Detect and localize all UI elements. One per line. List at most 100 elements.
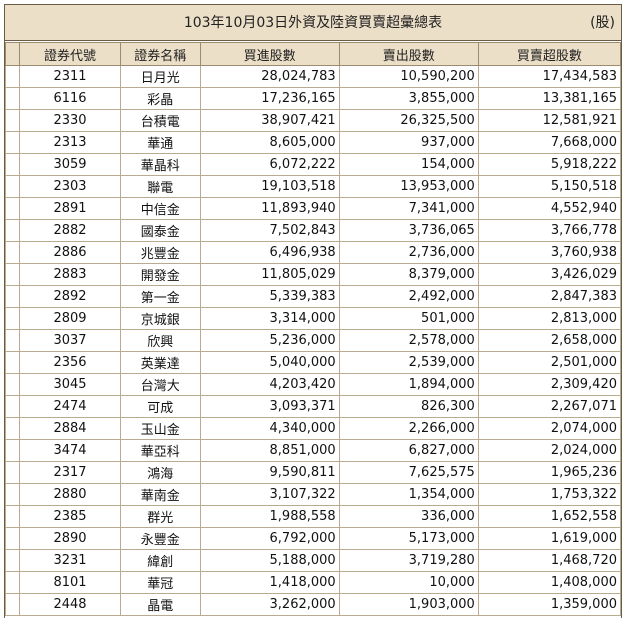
buy-shares-cell: 38,907,421 — [199, 109, 340, 132]
buy-shares-cell: 3,314,000 — [199, 307, 340, 330]
stock-code-cell: 6116 — [19, 87, 121, 110]
stock-name-cell: 兆豐金 — [119, 241, 201, 264]
stock-name-cell: 永豐金 — [119, 527, 201, 550]
table-row: 2311 日月光 28,024,783 10,590,200 17,434,583 — [4, 65, 622, 88]
table-row: 2890 永豐金 6,792,000 5,173,000 1,619,000 — [4, 527, 622, 550]
net-shares-cell: 2,309,420 — [477, 373, 622, 396]
stock-code-cell: 2330 — [19, 109, 121, 132]
stock-code-cell: 2317 — [19, 461, 121, 484]
buy-shares-cell: 8,605,000 — [199, 131, 340, 154]
sell-shares-cell: 1,894,000 — [338, 373, 479, 396]
stock-name-cell: 欣興 — [119, 329, 201, 352]
row-spacer — [4, 351, 21, 374]
stock-code-cell: 2880 — [19, 483, 121, 506]
buy-shares-cell: 6,792,000 — [199, 527, 340, 550]
table-row: 2313 華通 8,605,000 937,000 7,668,000 — [4, 131, 622, 154]
buy-shares-cell: 17,236,165 — [199, 87, 340, 110]
row-spacer — [4, 439, 21, 462]
net-shares-cell: 2,847,383 — [477, 285, 622, 308]
sell-shares-cell: 10,590,200 — [338, 65, 479, 88]
table-row: 3037 欣興 5,236,000 2,578,000 2,658,000 — [4, 329, 622, 352]
row-spacer — [4, 307, 21, 330]
stock-code-cell: 3474 — [19, 439, 121, 462]
row-spacer — [4, 241, 21, 264]
row-spacer — [4, 483, 21, 506]
net-shares-cell: 4,552,940 — [477, 197, 622, 220]
sell-shares-cell: 501,000 — [338, 307, 479, 330]
table-row: 2317 鴻海 9,590,811 7,625,575 1,965,236 — [4, 461, 622, 484]
header-net: 買賣超股數 — [477, 42, 622, 66]
sell-shares-cell: 1,354,000 — [338, 483, 479, 506]
row-spacer — [4, 87, 21, 110]
stock-code-cell: 3231 — [19, 549, 121, 572]
stock-code-cell: 2448 — [19, 593, 121, 616]
stock-code-cell: 2313 — [19, 131, 121, 154]
stock-name-cell: 第一金 — [119, 285, 201, 308]
sell-shares-cell: 6,827,000 — [338, 439, 479, 462]
stock-code-cell: 3037 — [19, 329, 121, 352]
foreign-investor-table: 證券代號 證券名稱 買進股數 賣出股數 買賣超股數 2311 日月光 28,024,… — [4, 42, 622, 616]
row-spacer — [4, 417, 21, 440]
stock-name-cell: 群光 — [119, 505, 201, 528]
net-shares-cell: 5,150,518 — [477, 175, 622, 198]
stock-code-cell: 2890 — [19, 527, 121, 550]
header-code: 證券代號 — [19, 42, 121, 66]
table-row: 2882 國泰金 7,502,843 3,736,065 3,766,778 — [4, 219, 622, 242]
stock-code-cell: 2385 — [19, 505, 121, 528]
stock-name-cell: 國泰金 — [119, 219, 201, 242]
unit-label: (股) — [590, 15, 615, 31]
sell-shares-cell: 7,625,575 — [338, 461, 479, 484]
stock-name-cell: 台積電 — [119, 109, 201, 132]
report-title: 103年10月03日外資及陸資買賣超彙總表 — [183, 15, 443, 31]
stock-name-cell: 京城銀 — [119, 307, 201, 330]
stock-name-cell: 華亞科 — [119, 439, 201, 462]
net-shares-cell: 1,408,000 — [477, 571, 622, 594]
stock-name-cell: 華晶科 — [119, 153, 201, 176]
sell-shares-cell: 2,736,000 — [338, 241, 479, 264]
table-row: 2356 英業達 5,040,000 2,539,000 2,501,000 — [4, 351, 622, 374]
table-row: 2303 聯電 19,103,518 13,953,000 5,150,518 — [4, 175, 622, 198]
table-row: 8101 華冠 1,418,000 10,000 1,408,000 — [4, 571, 622, 594]
table-row: 2385 群光 1,988,558 336,000 1,652,558 — [4, 505, 622, 528]
net-shares-cell: 12,581,921 — [477, 109, 622, 132]
buy-shares-cell: 6,072,222 — [199, 153, 340, 176]
buy-shares-cell: 3,262,000 — [199, 593, 340, 616]
buy-shares-cell: 3,093,371 — [199, 395, 340, 418]
net-shares-cell: 7,668,000 — [477, 131, 622, 154]
table-row: 2474 可成 3,093,371 826,300 2,267,071 — [4, 395, 622, 418]
stock-code-cell: 2884 — [19, 417, 121, 440]
buy-shares-cell: 11,805,029 — [199, 263, 340, 286]
table-row: 2886 兆豐金 6,496,938 2,736,000 3,760,938 — [4, 241, 622, 264]
buy-shares-cell: 1,988,558 — [199, 505, 340, 528]
table-row: 2884 玉山金 4,340,000 2,266,000 2,074,000 — [4, 417, 622, 440]
row-spacer — [4, 131, 21, 154]
net-shares-cell: 1,652,558 — [477, 505, 622, 528]
net-shares-cell: 5,918,222 — [477, 153, 622, 176]
stock-name-cell: 華冠 — [119, 571, 201, 594]
sell-shares-cell: 10,000 — [338, 571, 479, 594]
stock-name-cell: 華南金 — [119, 483, 201, 506]
net-shares-cell: 2,658,000 — [477, 329, 622, 352]
buy-shares-cell: 6,496,938 — [199, 241, 340, 264]
stock-code-cell: 2303 — [19, 175, 121, 198]
row-spacer — [4, 461, 21, 484]
sell-shares-cell: 3,855,000 — [338, 87, 479, 110]
row-spacer — [4, 593, 21, 616]
sell-shares-cell: 2,539,000 — [338, 351, 479, 374]
header-row: 證券代號 證券名稱 買進股數 賣出股數 買賣超股數 — [4, 42, 622, 66]
buy-shares-cell: 28,024,783 — [199, 65, 340, 88]
stock-code-cell: 2882 — [19, 219, 121, 242]
stock-code-cell: 2809 — [19, 307, 121, 330]
table-body: 2311 日月光 28,024,783 10,590,200 17,434,583 611… — [4, 65, 622, 616]
header-name: 證券名稱 — [119, 42, 201, 66]
row-spacer — [4, 549, 21, 572]
net-shares-cell: 2,267,071 — [477, 395, 622, 418]
buy-shares-cell: 11,893,940 — [199, 197, 340, 220]
stock-code-cell: 2311 — [19, 65, 121, 88]
net-shares-cell: 3,760,938 — [477, 241, 622, 264]
sell-shares-cell: 2,492,000 — [338, 285, 479, 308]
row-spacer — [4, 373, 21, 396]
buy-shares-cell: 5,339,383 — [199, 285, 340, 308]
net-shares-cell: 17,434,583 — [477, 65, 622, 88]
sell-shares-cell: 7,341,000 — [338, 197, 479, 220]
